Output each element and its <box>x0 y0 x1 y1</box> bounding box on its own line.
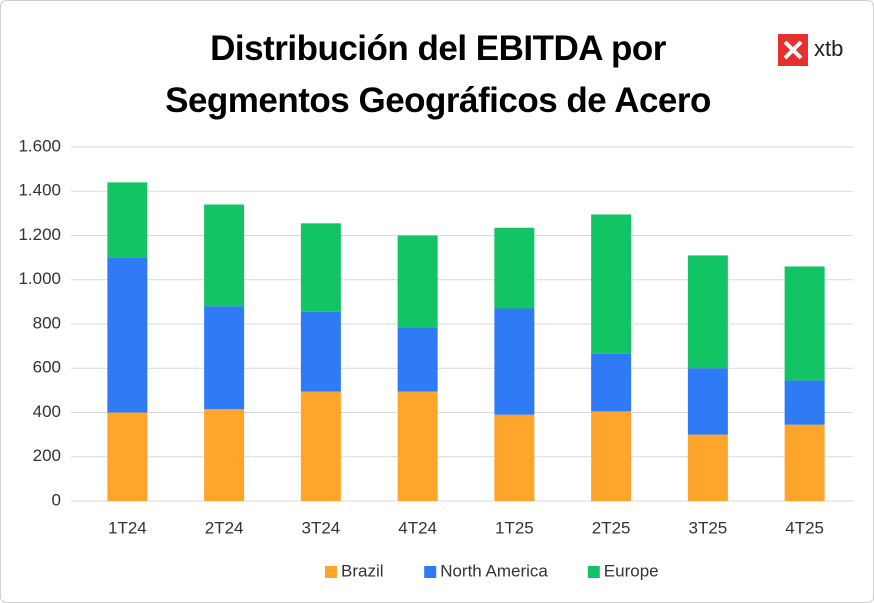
logo-x <box>783 40 803 60</box>
bar-segment <box>397 235 438 328</box>
legend-swatch <box>325 566 337 578</box>
y-tick-label: 1.400 <box>18 181 61 200</box>
bar-segment <box>204 409 245 501</box>
y-tick-label: 200 <box>33 446 61 465</box>
legend-swatch <box>424 566 437 578</box>
bar-segment <box>204 204 245 307</box>
y-tick-label: 600 <box>33 358 61 377</box>
y-tick-label: 0 <box>52 490 61 509</box>
bar-segment <box>494 414 535 501</box>
x-tick-label: 2T24 <box>205 518 244 537</box>
legend-label: North America <box>440 561 548 580</box>
x-tick-label: 4T24 <box>398 518 437 537</box>
legend-label: Brazil <box>341 561 384 580</box>
y-tick-label: 1.000 <box>18 269 61 288</box>
bar-segment <box>687 434 728 501</box>
x-tick-label: 3T25 <box>689 518 728 537</box>
bar-segment <box>784 424 825 501</box>
chart-title: Distribución del EBITDA por Segmentos Ge… <box>165 29 711 120</box>
y-tick-label: 1.600 <box>18 136 61 155</box>
x-tick-label: 3T24 <box>302 518 341 537</box>
bar-segment <box>784 266 825 381</box>
bar-segment <box>494 227 535 309</box>
bar-segment <box>591 214 632 354</box>
bar-segment <box>107 182 148 258</box>
y-tick-label: 400 <box>33 402 61 421</box>
bar-segment <box>784 380 825 425</box>
bar-segment <box>300 311 341 392</box>
x-tick-label: 4T25 <box>785 518 824 537</box>
bar-segment <box>397 391 438 501</box>
bar-segment <box>300 223 341 312</box>
x-tick-label: 1T24 <box>108 518 147 537</box>
bar-segment <box>300 391 341 501</box>
bar-segment <box>204 306 245 410</box>
legend-label: Europe <box>604 561 659 580</box>
x-tick-label: 1T25 <box>495 518 534 537</box>
x-tick-label: 2T25 <box>592 518 631 537</box>
bar-segment <box>687 255 728 369</box>
bar-segment <box>107 257 148 413</box>
legend-swatch <box>587 566 600 578</box>
bar-segment <box>107 412 148 501</box>
bar-segment <box>494 308 535 415</box>
bar-segment <box>397 327 438 392</box>
y-tick-label: 800 <box>33 313 61 332</box>
bar-segment <box>591 353 632 412</box>
bar-segment <box>687 368 728 435</box>
bar-segment <box>591 411 632 501</box>
logo-text: xtb <box>814 36 843 61</box>
y-tick-label: 1.200 <box>18 225 61 244</box>
